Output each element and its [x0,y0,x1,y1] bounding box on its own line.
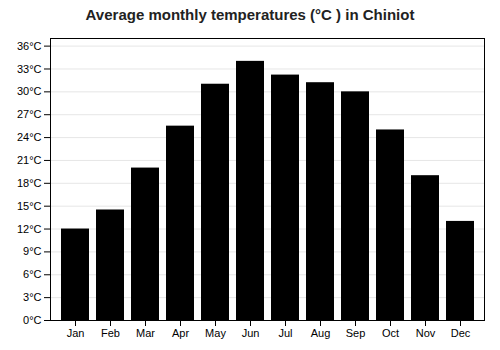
svg-text:Aug: Aug [311,327,331,339]
svg-text:Jul: Jul [278,327,292,339]
svg-text:3°C: 3°C [23,291,42,303]
svg-text:30°C: 30°C [17,85,42,97]
svg-text:Dec: Dec [451,327,471,339]
svg-text:Jun: Jun [242,327,260,339]
svg-text:24°C: 24°C [17,131,42,143]
svg-text:18°C: 18°C [17,177,42,189]
svg-text:12°C: 12°C [17,223,42,235]
svg-text:May: May [205,327,226,339]
svg-text:9°C: 9°C [23,245,42,257]
svg-text:33°C: 33°C [17,63,42,75]
svg-text:Mar: Mar [136,327,155,339]
svg-text:Feb: Feb [101,327,120,339]
svg-text:Sep: Sep [346,327,366,339]
svg-text:0°C: 0°C [23,314,42,326]
svg-text:27°C: 27°C [17,108,42,120]
svg-text:Oct: Oct [382,327,399,339]
svg-text:Jan: Jan [67,327,85,339]
svg-text:15°C: 15°C [17,200,42,212]
svg-text:Nov: Nov [416,327,436,339]
svg-text:21°C: 21°C [17,154,42,166]
svg-text:Apr: Apr [172,327,189,339]
svg-text:6°C: 6°C [23,268,42,280]
html-text:Average monthly temperatures (: Average monthly temperatures (°C ) in Ch… [85,6,415,23]
svg-text:36°C: 36°C [17,40,42,52]
